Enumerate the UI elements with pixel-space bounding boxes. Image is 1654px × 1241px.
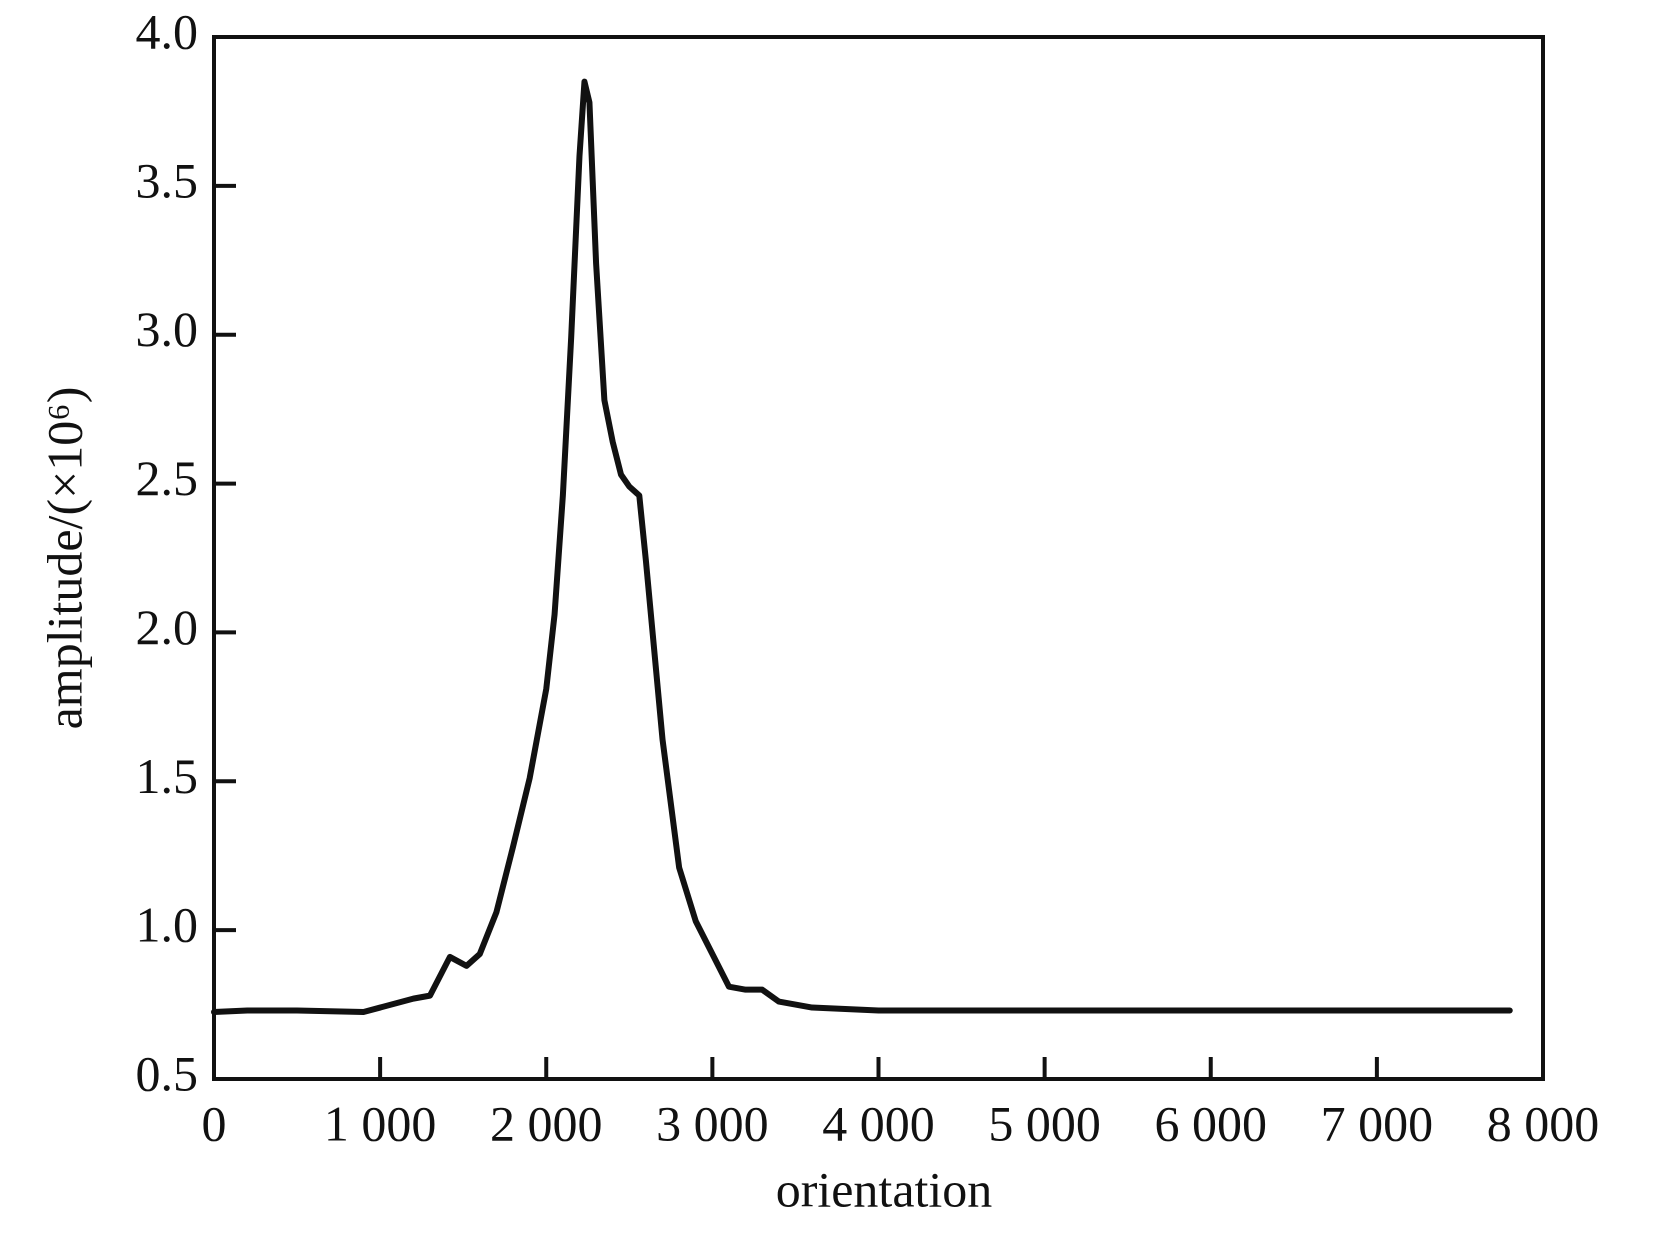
y-axis-label: amplitude/(×10⁶) xyxy=(36,387,92,730)
y-tick-label: 2.0 xyxy=(136,599,199,655)
x-tick-label: 7 000 xyxy=(1321,1095,1434,1151)
x-tick-label: 2 000 xyxy=(490,1095,603,1151)
x-tick-label: 0 xyxy=(202,1095,227,1151)
y-tick-label: 1.5 xyxy=(136,748,199,804)
data-line xyxy=(211,78,1513,1016)
plot-frame xyxy=(212,35,1545,1081)
x-axis-label: orientation xyxy=(776,1161,993,1217)
x-tick-label: 3 000 xyxy=(656,1095,769,1151)
y-tick-label: 3.5 xyxy=(136,152,199,208)
y-tick-label: 4.0 xyxy=(136,3,199,59)
x-tick-label: 6 000 xyxy=(1155,1095,1268,1151)
y-tick-label: 3.0 xyxy=(136,301,199,357)
x-tick-label: 4 000 xyxy=(822,1095,935,1151)
x-tick-label: 8 000 xyxy=(1487,1095,1600,1151)
y-tick-label: 1.0 xyxy=(136,897,199,953)
x-tick-label: 5 000 xyxy=(988,1095,1101,1151)
x-tick-label: 1 000 xyxy=(324,1095,437,1151)
y-tick-label: 2.5 xyxy=(136,450,199,506)
y-tick-label: 0.5 xyxy=(136,1045,199,1101)
